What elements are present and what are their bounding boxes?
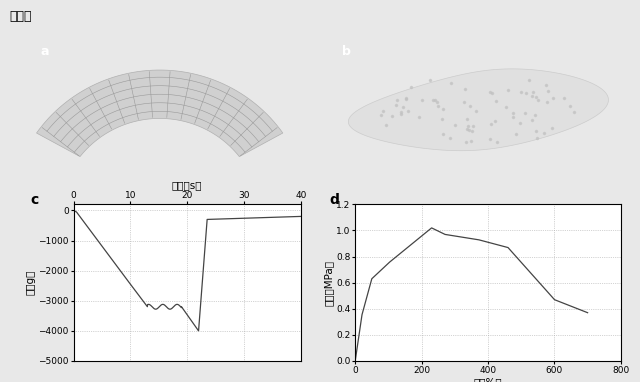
Polygon shape — [36, 70, 283, 157]
Text: d: d — [330, 193, 339, 207]
Text: 図１０: 図１０ — [10, 10, 32, 23]
Text: b: b — [342, 45, 350, 58]
Y-axis label: 力（g）: 力（g） — [26, 270, 35, 295]
Y-axis label: 応力（MPa）: 応力（MPa） — [323, 260, 333, 306]
X-axis label: 時間（s）: 時間（s） — [172, 180, 202, 190]
Polygon shape — [348, 69, 609, 151]
Text: c: c — [31, 193, 39, 207]
X-axis label: 歪（%）: 歪（%） — [474, 378, 502, 382]
Text: a: a — [40, 45, 49, 58]
